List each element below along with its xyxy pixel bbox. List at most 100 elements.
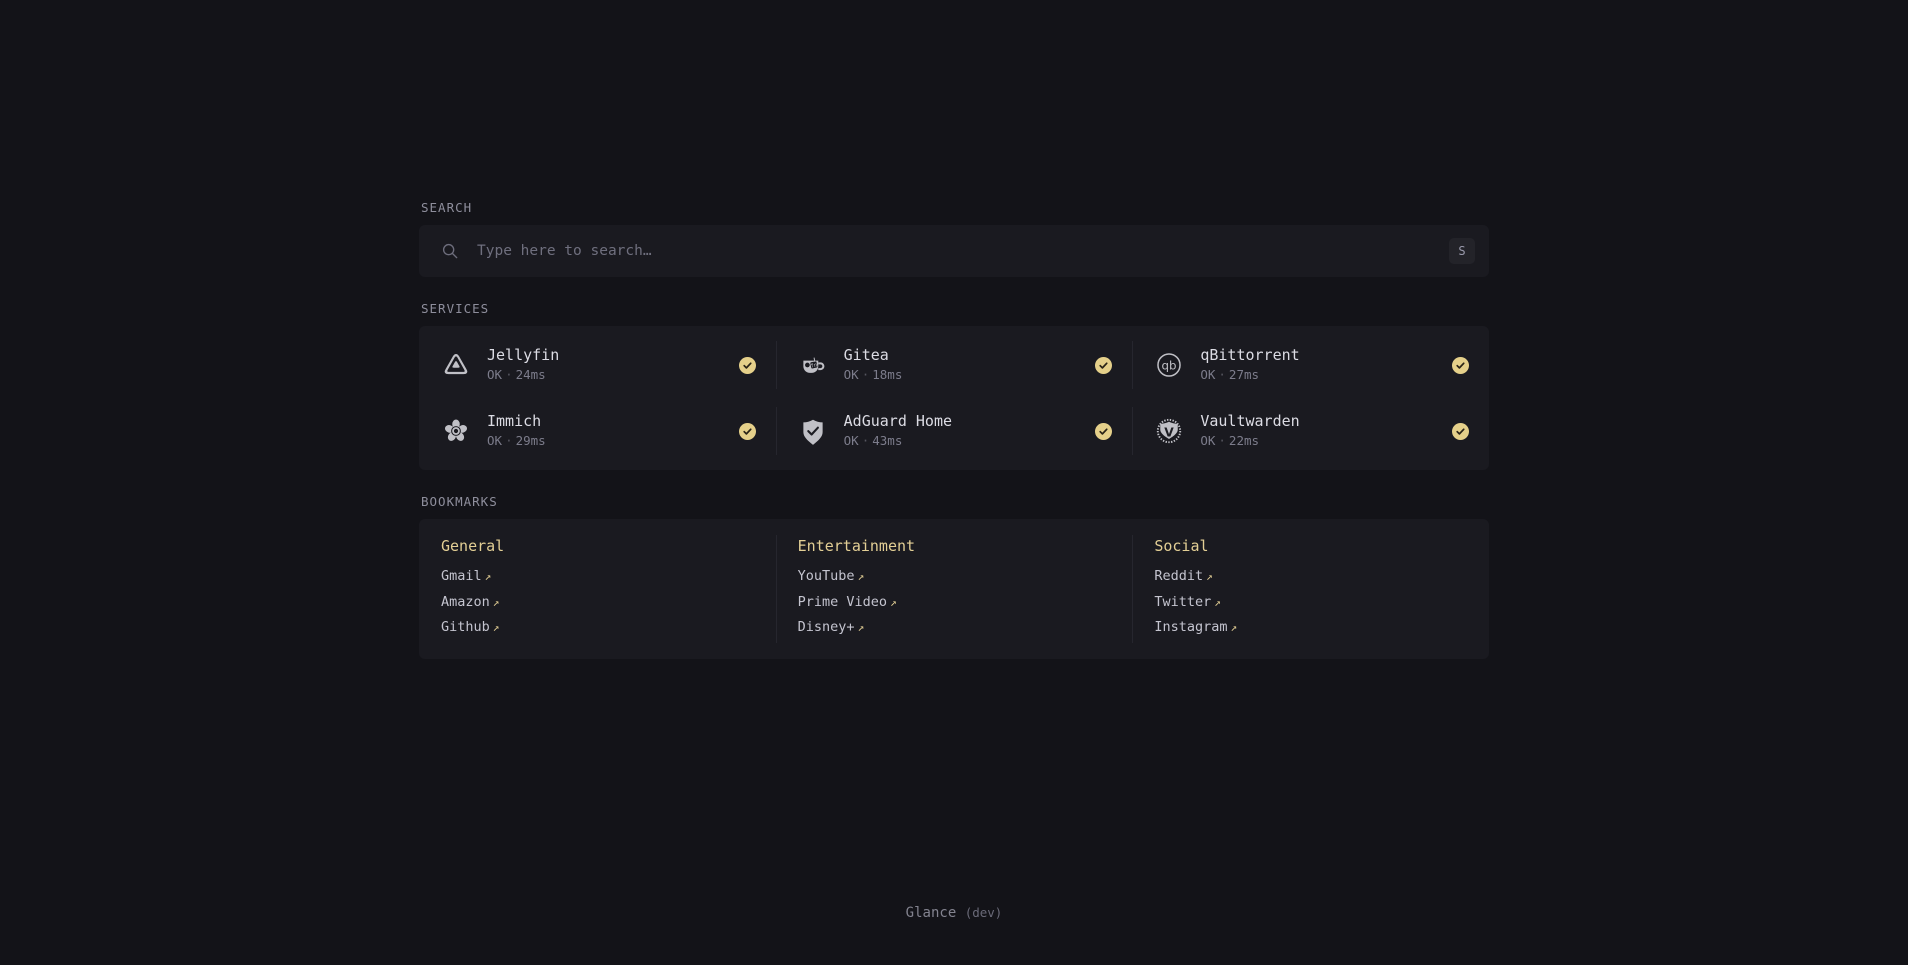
- bookmark-link[interactable]: Prime Video ↗: [798, 590, 1113, 616]
- check-circle-icon: [1095, 356, 1113, 374]
- svg-text:V: V: [1165, 426, 1175, 440]
- service-text: Jellyfin OK · 24ms: [487, 345, 729, 385]
- service-name: qBittorrent: [1200, 346, 1300, 364]
- service-item-qbittorrent[interactable]: qb qBittorrent OK · 27ms: [1132, 332, 1489, 398]
- search-row[interactable]: S: [419, 225, 1489, 277]
- bookmark-group-social: Social Reddit ↗ Twitter ↗ Instagram ↗: [1132, 535, 1489, 642]
- external-link-icon: ↗: [492, 621, 500, 634]
- external-link-icon: ↗: [857, 621, 865, 634]
- svg-text:qb: qb: [1162, 358, 1177, 372]
- bookmark-link[interactable]: Instagram ↗: [1154, 615, 1469, 641]
- check-circle-icon: [1095, 422, 1113, 440]
- check-circle-icon: [738, 356, 756, 374]
- bookmark-link[interactable]: Disney+ ↗: [798, 615, 1113, 641]
- service-latency: 27ms: [1228, 367, 1260, 383]
- bookmark-link[interactable]: Reddit ↗: [1154, 564, 1469, 590]
- check-circle-icon: [1451, 422, 1469, 440]
- external-link-icon: ↗: [1230, 621, 1238, 634]
- bookmarks-grid: General Gmail ↗ Amazon ↗ Github ↗ Entertain…: [419, 519, 1489, 659]
- service-text: Immich OK · 29ms: [487, 411, 729, 451]
- vaultwarden-icon: V: [1154, 416, 1184, 446]
- bookmark-group-general: General Gmail ↗ Amazon ↗ Github ↗: [419, 537, 776, 641]
- service-name: AdGuard Home: [843, 412, 953, 430]
- services-card: Jellyfin OK · 24ms: [419, 326, 1489, 470]
- service-item-gitea[interactable]: fn Gitea OK · 18ms: [775, 332, 1133, 398]
- bookmark-link-label: YouTube: [797, 568, 855, 584]
- check-circle-icon: [1451, 356, 1469, 374]
- check-circle-icon: [738, 422, 756, 440]
- svg-text:fn: fn: [810, 362, 818, 369]
- bookmark-link[interactable]: Gmail ↗: [441, 564, 756, 590]
- service-name: Jellyfin: [487, 346, 560, 364]
- external-link-icon: ↗: [1214, 595, 1221, 609]
- service-status-text: OK: [1200, 367, 1216, 383]
- bookmark-link-label: Twitter: [1154, 593, 1212, 610]
- service-status-separator: ·: [861, 433, 870, 449]
- service-text: Vaultwarden OK · 22ms: [1200, 411, 1442, 451]
- service-status-text: OK: [487, 367, 503, 383]
- search-card: S: [419, 225, 1489, 277]
- search-section-label: SEARCH: [421, 200, 473, 215]
- jellyfin-icon: [441, 350, 471, 380]
- service-status-text: OK: [487, 433, 503, 449]
- service-status-separator: ·: [505, 433, 513, 449]
- service-status-separator: ·: [1218, 433, 1226, 449]
- bookmark-group-title: Social: [1154, 537, 1209, 555]
- service-name: Vaultwarden: [1200, 412, 1300, 430]
- external-link-icon: ↗: [484, 570, 492, 583]
- service-text: AdGuard Home OK · 43ms: [844, 411, 1086, 451]
- services-grid: Jellyfin OK · 24ms: [419, 326, 1489, 470]
- bookmark-link[interactable]: Twitter ↗: [1154, 590, 1469, 616]
- service-latency: 29ms: [515, 433, 546, 449]
- adguard-icon: [798, 416, 828, 446]
- search-shortcut-key[interactable]: S: [1449, 238, 1475, 264]
- services-section: SERVICES Jellyfin: [419, 301, 1489, 470]
- bookmark-link-label: Amazon: [441, 593, 490, 610]
- service-name: Immich: [487, 412, 542, 430]
- service-status-text: OK: [1200, 433, 1216, 449]
- service-item-adguard-home[interactable]: AdGuard Home OK · 43ms: [775, 398, 1133, 464]
- services-section-label: SERVICES: [421, 301, 490, 316]
- service-status-separator: ·: [1218, 367, 1226, 383]
- service-status: OK · 24ms: [487, 366, 729, 385]
- service-status-separator: ·: [861, 367, 870, 383]
- footer-build-tag: (dev): [964, 905, 1003, 920]
- immich-icon: [441, 416, 471, 446]
- service-item-vaultwarden[interactable]: V Vaultwarden OK · 22ms: [1132, 398, 1489, 464]
- qbittorrent-icon: qb: [1154, 350, 1184, 380]
- bookmark-link-label: Github: [441, 619, 490, 635]
- external-link-icon: ↗: [890, 595, 897, 609]
- gitea-icon: fn: [798, 350, 828, 380]
- service-status: OK · 29ms: [487, 432, 729, 451]
- external-link-icon: ↗: [1206, 570, 1213, 583]
- external-link-icon: ↗: [492, 595, 500, 609]
- service-latency: 43ms: [872, 433, 903, 449]
- bookmark-link[interactable]: YouTube ↗: [798, 564, 1113, 590]
- bookmark-link-label: Gmail: [441, 568, 482, 584]
- bookmark-link-label: Instagram: [1154, 619, 1228, 635]
- service-status: OK · 18ms: [844, 366, 1086, 385]
- service-status: OK · 43ms: [844, 432, 1086, 451]
- bookmarks-section: BOOKMARKS General Gmail ↗ Amazon ↗ Github ↗…: [419, 494, 1489, 659]
- service-item-immich[interactable]: Immich OK · 29ms: [419, 398, 776, 464]
- bookmark-link[interactable]: Github ↗: [441, 615, 756, 641]
- bookmark-group-title: Entertainment: [797, 537, 916, 555]
- search-section: SEARCH S: [419, 200, 1489, 277]
- external-link-icon: ↗: [857, 570, 865, 583]
- dashboard-content: SEARCH S SERVICES: [419, 200, 1489, 659]
- service-status-text: OK: [843, 367, 859, 383]
- bookmarks-card: General Gmail ↗ Amazon ↗ Github ↗ Entertain…: [419, 519, 1489, 659]
- service-item-jellyfin[interactable]: Jellyfin OK · 24ms: [419, 332, 776, 398]
- search-icon: [441, 242, 459, 260]
- bookmark-link[interactable]: Amazon ↗: [441, 590, 756, 616]
- bookmark-link-label: Disney+: [797, 619, 855, 635]
- service-text: qBittorrent OK · 27ms: [1200, 345, 1442, 385]
- service-status: OK · 27ms: [1200, 366, 1442, 385]
- service-name: Gitea: [843, 346, 889, 364]
- bookmarks-section-label: BOOKMARKS: [421, 494, 498, 509]
- bookmark-link-label: Prime Video: [797, 593, 888, 610]
- service-status-separator: ·: [505, 367, 513, 383]
- search-input[interactable]: [477, 243, 1449, 259]
- bookmark-link-label: Reddit: [1154, 568, 1204, 584]
